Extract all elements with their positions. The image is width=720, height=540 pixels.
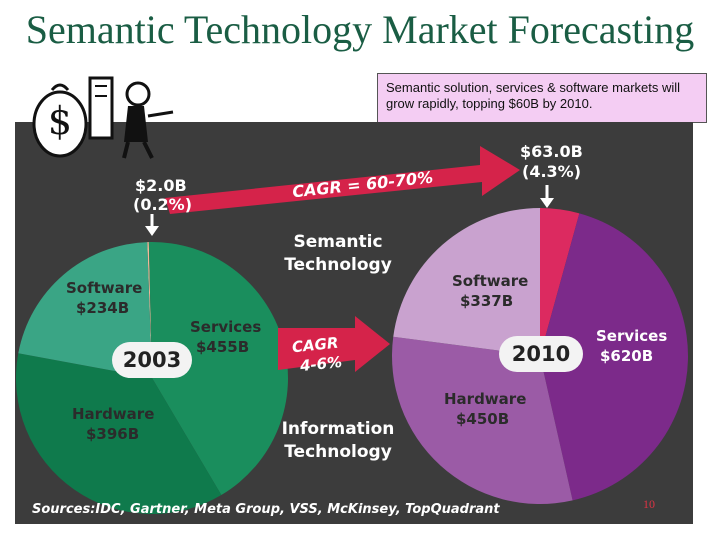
semantic-2010-share: (4.3%): [522, 162, 581, 181]
down-arrow-2010: [540, 185, 554, 208]
pie2003-hardware-value: $396B: [86, 425, 140, 443]
callout-box: Semantic solution, services & software m…: [377, 73, 707, 123]
pie-2003: [15, 242, 288, 514]
sources-line: Sources:IDC, Gartner, Meta Group, VSS, M…: [32, 502, 500, 517]
semantic-tech-line2: Technology: [284, 255, 392, 275]
pie2003-software-value: $234B: [76, 299, 130, 317]
pie2010-slice-hardware: [392, 336, 573, 504]
semantic-2010-amount: $63.0B: [520, 142, 583, 161]
down-arrow-2003: [145, 214, 159, 236]
semantic-2003-share: (0.2%): [133, 195, 192, 214]
info-tech-line1: Information: [281, 419, 395, 439]
page-number: 10: [643, 497, 655, 511]
pie2010-hardware-value: $450B: [456, 410, 510, 428]
pie2003-hardware-name: Hardware: [72, 405, 155, 423]
pie2003-services-value: $455B: [196, 338, 250, 356]
pie2003-slice-services: [148, 242, 288, 496]
pie2010-software-name: Software: [452, 272, 529, 290]
pie2003-software-name: Software: [66, 279, 143, 297]
pie2010-slice-services: [540, 213, 689, 501]
pie2003-slice-hardware: [15, 353, 222, 514]
pie-2010: [392, 208, 689, 504]
pie2003-slice-software: [18, 242, 153, 378]
semantic-2003-amount: $2.0B: [135, 176, 187, 195]
pie2010-services-value: $620B: [600, 347, 654, 365]
pie2003-year-tag: 2003: [112, 342, 192, 378]
pie2010-slice-semantic: [540, 208, 580, 356]
info-tech-line2: Technology: [284, 442, 392, 462]
pie2010-year-tag: 2010: [499, 336, 583, 372]
cagr-mid-arrow: [278, 316, 390, 372]
pie2003-services-name: Services: [190, 318, 262, 336]
pie2010-software-value: $337B: [460, 292, 514, 310]
moneybag-cartoon-icon: $: [32, 76, 174, 159]
pie2010-services-name: Services: [596, 327, 668, 345]
pie2010-slice-software: [393, 208, 540, 356]
semantic-tech-line1: Semantic: [293, 232, 383, 252]
cagr-top-arrow: [165, 146, 520, 214]
slide-title: Semantic Technology Market Forecasting: [25, 7, 695, 52]
pie2010-hardware-name: Hardware: [444, 390, 527, 408]
svg-text:$: $: [48, 99, 72, 143]
